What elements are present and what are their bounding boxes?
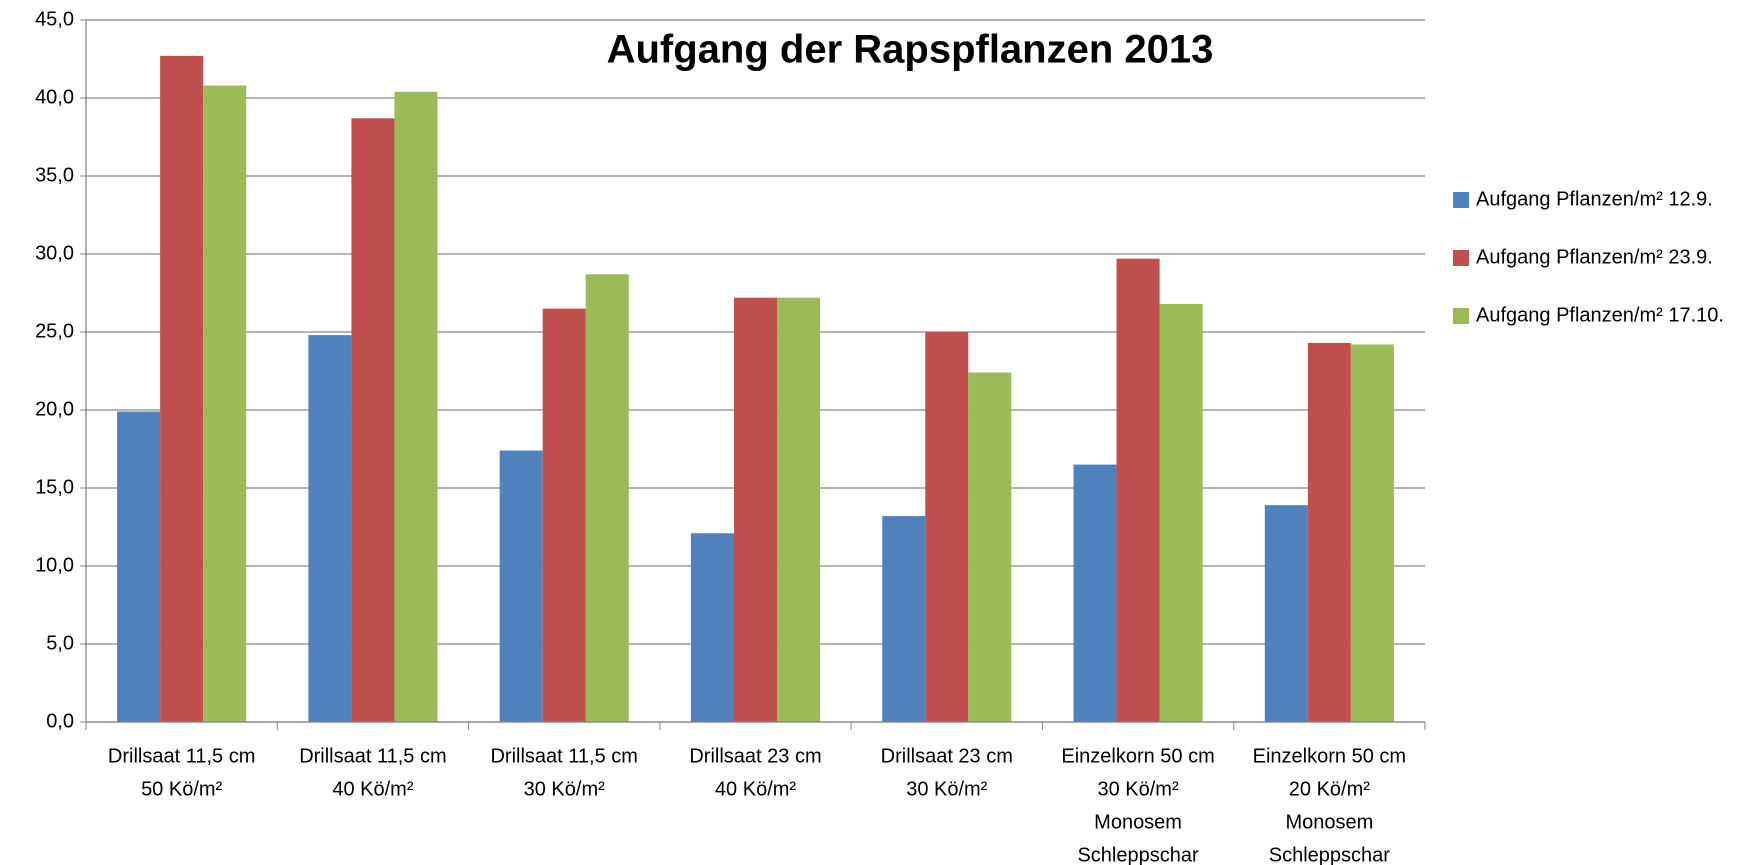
- x-tick-label: Schleppschar: [1077, 844, 1199, 865]
- bar: [925, 332, 969, 722]
- legend-label: Aufgang Pflanzen/m² 12.9.: [1476, 188, 1713, 210]
- y-tick-label: 5,0: [46, 632, 74, 654]
- legend-swatch: [1453, 192, 1469, 208]
- bar: [1116, 258, 1160, 722]
- x-tick-label: Einzelkorn 50 cm: [1061, 745, 1214, 767]
- bar: [160, 55, 204, 722]
- x-tick-label: Drillsaat 11,5 cm: [490, 745, 637, 767]
- bar: [1159, 303, 1203, 722]
- y-tick-label: 25,0: [35, 320, 74, 342]
- y-tick-label: 15,0: [35, 476, 74, 498]
- bar: [1307, 342, 1351, 722]
- axes: 0,0 5,0 10,0 15,0 20,0 25,0 30,0 35,0 40,0 45,0 Dr…: [35, 8, 1426, 865]
- x-tick-label: Monosem: [1285, 811, 1373, 833]
- bar: [690, 533, 734, 722]
- bar: [351, 118, 395, 722]
- bar: [968, 372, 1012, 722]
- bar: [1073, 464, 1117, 722]
- x-tick-label: Drillsaat 11,5 cm: [108, 745, 255, 767]
- y-tick-label: 40,0: [35, 86, 74, 108]
- chart-title: Aufgang der Rapspflanzen 2013: [607, 28, 1214, 72]
- bar: [394, 91, 438, 722]
- x-tick-label: Drillsaat 23 cm: [881, 745, 1013, 767]
- y-tick-label: 0,0: [46, 710, 74, 732]
- x-tick-label: Schleppschar: [1269, 844, 1391, 865]
- y-tick-label: 30,0: [35, 242, 74, 264]
- legend: Aufgang Pflanzen/m² 12.9. Aufgang Pflanze…: [1453, 188, 1724, 326]
- legend-label: Aufgang Pflanzen/m² 23.9.: [1476, 246, 1713, 268]
- bar: [499, 450, 543, 722]
- legend-swatch: [1453, 250, 1469, 266]
- bar: [1350, 344, 1394, 722]
- x-tick-label: Drillsaat 11,5 cm: [299, 745, 446, 767]
- bar: [1264, 505, 1308, 722]
- bars: [117, 55, 1394, 722]
- y-tick-label: 45,0: [35, 8, 74, 30]
- x-tick-label: 30 Kö/m²: [906, 778, 987, 800]
- x-tick-label: 30 Kö/m²: [1097, 778, 1178, 800]
- bar: [882, 516, 926, 722]
- bar: [585, 274, 629, 722]
- x-tick-label: Monosem: [1094, 811, 1182, 833]
- bar: [777, 297, 821, 722]
- y-tick-label: 20,0: [35, 398, 74, 420]
- bar: [542, 308, 586, 722]
- x-tick-label: 50 Kö/m²: [141, 778, 222, 800]
- bar: [203, 85, 247, 722]
- x-tick-label: 30 Kö/m²: [524, 778, 605, 800]
- legend-swatch: [1453, 308, 1469, 324]
- x-tick-label: 20 Kö/m²: [1289, 778, 1370, 800]
- bar: [117, 411, 161, 722]
- bar: [733, 297, 778, 722]
- x-tick-label: 40 Kö/m²: [332, 778, 413, 800]
- bar: [308, 335, 352, 722]
- x-tick-label: 40 Kö/m²: [715, 778, 796, 800]
- y-tick-label: 10,0: [35, 554, 74, 576]
- x-tick-label: Drillsaat 23 cm: [689, 745, 821, 767]
- y-tick-label: 35,0: [35, 164, 74, 186]
- x-tick-label: Einzelkorn 50 cm: [1253, 745, 1406, 767]
- legend-label: Aufgang Pflanzen/m² 17.10.: [1476, 304, 1724, 326]
